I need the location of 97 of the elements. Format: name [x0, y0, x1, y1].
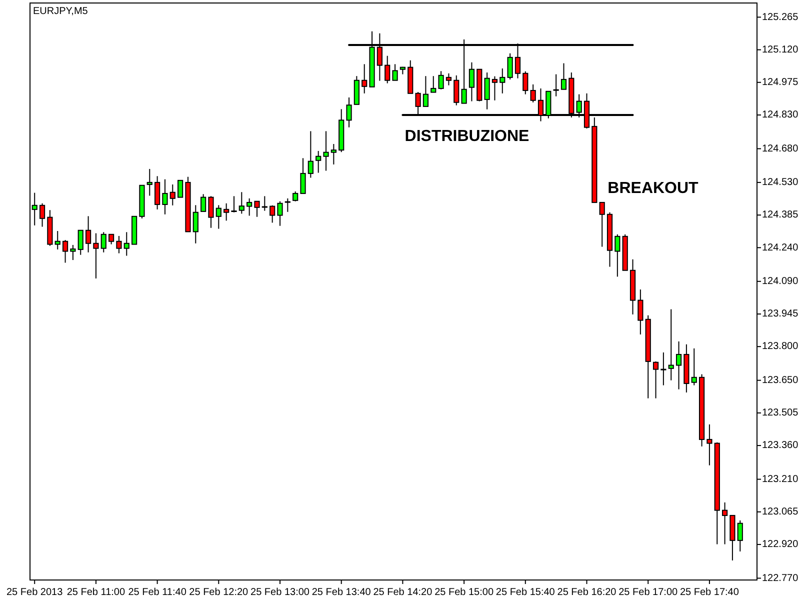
y-tick-label: 123.065 [762, 506, 799, 518]
candlestick [224, 202, 230, 222]
y-tick-label: 123.505 [762, 408, 799, 419]
candlestick [85, 216, 92, 253]
y-tick-label: 124.830 [762, 110, 799, 121]
candlestick [262, 196, 268, 212]
candlestick [691, 348, 697, 386]
candlestick [178, 180, 184, 198]
x-tick-label: 25 Feb 11:40 [128, 587, 187, 598]
x-tick-label: 25 Feb 11:00 [66, 587, 126, 598]
candlestick [668, 308, 674, 381]
candlestick [284, 198, 290, 212]
candlestick [308, 130, 314, 178]
candlestick [246, 198, 252, 216]
y-tick-label: 123.945 [762, 308, 799, 320]
y-tick-label: 124.530 [762, 177, 799, 188]
candlestick [170, 184, 176, 206]
candlestick [39, 202, 46, 228]
candlestick [492, 76, 498, 101]
candlestick [507, 52, 513, 80]
candlestick [599, 202, 605, 248]
candlestick [208, 196, 214, 228]
annotation: BREAKOUT [608, 180, 699, 198]
y-tick-label: 123.800 [762, 341, 799, 352]
candlestick [706, 424, 712, 466]
candlestick [316, 150, 322, 174]
candlestick [116, 235, 122, 254]
candlestick [676, 340, 682, 390]
candlestick [323, 130, 329, 172]
y-tick-label: 122.770 [762, 572, 799, 584]
x-tick-label: 25 Feb 13:00 [250, 587, 310, 598]
candlestick [78, 230, 84, 256]
y-tick-label: 124.680 [762, 143, 799, 154]
candlestick [192, 204, 198, 244]
candlestick [362, 64, 368, 94]
candlestick [270, 204, 276, 224]
x-tick-label: 25 Feb 13:40 [312, 587, 372, 598]
x-tick-label: 25 Feb 17:40 [680, 587, 740, 598]
candlestick [154, 176, 160, 210]
chart-title: EURJPY,M5 [33, 6, 88, 17]
candlestick [392, 64, 398, 81]
x-tick-label: 25 Feb 16:20 [557, 587, 617, 598]
candlestick [454, 74, 460, 106]
candlestick [446, 72, 452, 86]
y-tick-label: 123.360 [762, 440, 799, 452]
candlestick [438, 70, 444, 90]
candlestick [346, 96, 352, 128]
x-tick-label: 25 Feb 14:20 [373, 587, 433, 598]
y-tick-label: 123.650 [762, 374, 799, 386]
y-tick-label: 124.975 [762, 77, 799, 88]
candlestick [54, 230, 60, 250]
y-tick-label: 122.920 [762, 539, 799, 550]
candlestick [330, 143, 336, 165]
candlestick [200, 194, 206, 212]
candlestick [100, 232, 106, 253]
candlestick [231, 196, 237, 213]
candlestick [468, 62, 475, 102]
candlestick [522, 70, 528, 95]
y-tick-label: 125.265 [762, 12, 799, 23]
candlestick [638, 288, 644, 335]
candlestick [553, 74, 559, 97]
candlestick [614, 234, 620, 278]
y-tick-label: 123.210 [762, 474, 799, 485]
y-tick-label: 124.240 [762, 242, 799, 254]
candlestick [162, 178, 168, 215]
x-tick-label: 25 Feb 17:00 [618, 587, 678, 598]
x-tick-label: 25 Feb 2013 [6, 587, 64, 598]
candlestick [737, 520, 743, 552]
candlestick [146, 168, 152, 196]
y-tick-label: 125.120 [762, 44, 799, 56]
candlestick [93, 232, 99, 279]
x-tick-label: 25 Feb 15:40 [496, 587, 556, 598]
candlestick [660, 352, 666, 386]
candlestick [62, 240, 68, 264]
y-tick-label: 124.090 [762, 276, 799, 288]
candlestick [124, 232, 130, 256]
candlestick [216, 204, 222, 230]
candlestick [238, 192, 244, 214]
candlestick [70, 244, 76, 261]
candlestick [292, 190, 298, 202]
candlestick [652, 360, 659, 399]
candlestick [300, 158, 306, 194]
x-tick-label: 25 Feb 15:00 [434, 587, 494, 598]
candlestick [530, 84, 536, 103]
candlestick [560, 62, 567, 90]
candlestick [384, 55, 390, 84]
candlestick [430, 76, 436, 93]
candlestick [484, 72, 490, 110]
candlestick [254, 200, 260, 218]
candlestick [722, 502, 728, 545]
y-tick-label: 124.385 [762, 210, 799, 221]
x-tick-label: 25 Feb 12:20 [189, 587, 249, 598]
candlestick [422, 76, 429, 107]
annotation: DISTRIBUZIONE [404, 128, 530, 146]
candlestick [500, 68, 506, 94]
candlestick [277, 200, 283, 226]
candlestick [108, 234, 114, 245]
